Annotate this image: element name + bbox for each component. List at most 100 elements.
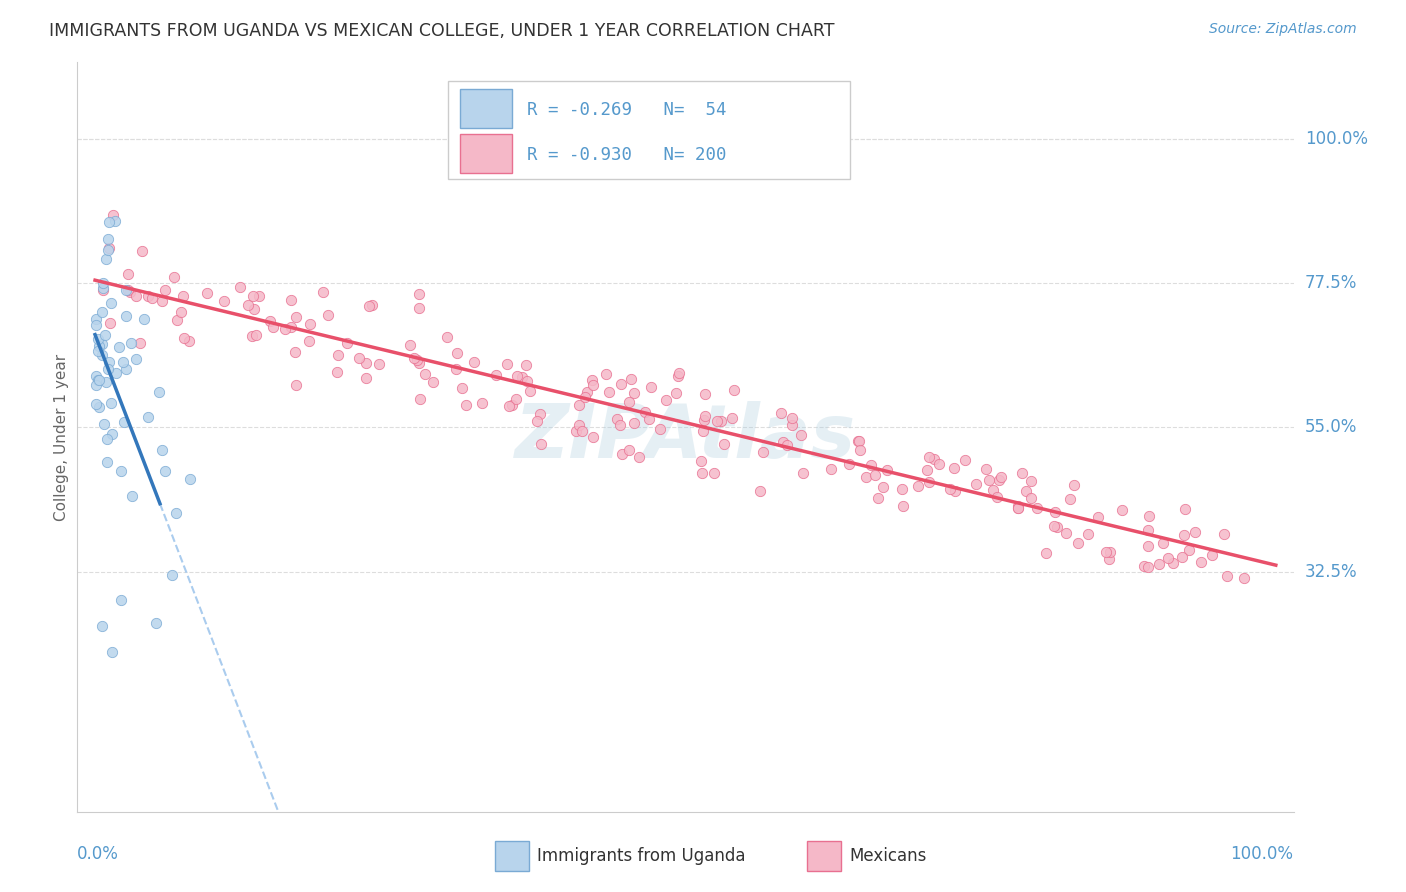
Point <box>1035 546 1057 560</box>
Y-axis label: College, Under 1 year: College, Under 1 year <box>53 353 69 521</box>
Point <box>87 332 110 346</box>
Point <box>1098 552 1121 566</box>
Point <box>692 466 714 480</box>
Point <box>87 339 110 353</box>
Point <box>891 482 914 496</box>
Point <box>706 414 728 428</box>
Point <box>848 434 870 448</box>
Point <box>974 462 997 476</box>
FancyBboxPatch shape <box>460 134 512 172</box>
Point <box>172 289 194 303</box>
Point <box>620 371 643 385</box>
Point <box>666 368 689 383</box>
Text: 100.0%: 100.0% <box>1305 130 1368 148</box>
Text: Immigrants from Uganda: Immigrants from Uganda <box>537 847 745 865</box>
Point <box>104 366 127 380</box>
Point <box>506 368 529 383</box>
Point <box>262 319 284 334</box>
Point <box>84 396 107 410</box>
Point <box>530 436 553 450</box>
Point <box>284 344 307 359</box>
Point <box>94 252 117 266</box>
Point <box>751 444 773 458</box>
Point <box>179 472 201 486</box>
Point <box>84 312 107 326</box>
Point <box>446 346 468 360</box>
Point <box>91 619 114 633</box>
Point <box>749 483 772 498</box>
Point <box>943 483 966 498</box>
Point <box>775 438 797 452</box>
Point <box>150 294 173 309</box>
Point <box>298 317 321 331</box>
Point <box>104 214 127 228</box>
Point <box>90 337 112 351</box>
Point <box>134 311 156 326</box>
Point <box>838 457 860 471</box>
Point <box>628 450 651 464</box>
Point <box>91 305 114 319</box>
Point <box>326 365 349 379</box>
Point <box>1054 525 1077 540</box>
Point <box>505 392 527 406</box>
Text: Source: ZipAtlas.com: Source: ZipAtlas.com <box>1209 22 1357 37</box>
Point <box>891 499 914 513</box>
Point <box>918 475 941 490</box>
Point <box>285 377 308 392</box>
Point <box>565 425 588 439</box>
Point <box>721 410 744 425</box>
FancyBboxPatch shape <box>460 88 512 128</box>
Point <box>245 327 267 342</box>
Point <box>1063 478 1085 492</box>
Point <box>529 407 551 421</box>
Point <box>120 336 142 351</box>
Text: ZIPAtlas: ZIPAtlas <box>515 401 856 474</box>
Point <box>772 434 794 449</box>
Text: R = -0.930   N= 200: R = -0.930 N= 200 <box>527 145 727 163</box>
Point <box>454 398 477 412</box>
Point <box>623 385 645 400</box>
Point <box>922 451 945 466</box>
Point <box>501 398 523 412</box>
Point <box>280 293 302 307</box>
Point <box>693 386 716 401</box>
Point <box>1076 527 1098 541</box>
Point <box>357 299 380 313</box>
Point <box>100 316 122 330</box>
Point <box>1137 523 1160 537</box>
Point <box>96 455 118 469</box>
Point <box>94 327 117 342</box>
Point <box>485 368 508 382</box>
Point <box>1136 560 1159 574</box>
Point <box>928 457 950 471</box>
Point <box>915 463 938 477</box>
Point <box>1233 571 1256 585</box>
Point <box>165 506 187 520</box>
Point <box>623 416 645 430</box>
Point <box>723 383 745 397</box>
Point <box>703 466 725 480</box>
Point <box>242 288 264 302</box>
Point <box>689 454 711 468</box>
Point <box>568 417 591 432</box>
Text: 77.5%: 77.5% <box>1305 275 1357 293</box>
Point <box>595 367 617 381</box>
Point <box>1015 483 1038 498</box>
Point <box>318 308 340 322</box>
Point <box>101 427 124 442</box>
Point <box>274 322 297 336</box>
Point <box>97 361 120 376</box>
Point <box>966 476 988 491</box>
Point <box>981 483 1004 497</box>
Point <box>311 285 333 299</box>
Point <box>938 482 960 496</box>
Point <box>665 386 688 401</box>
Point <box>1025 500 1047 515</box>
Point <box>336 336 359 351</box>
Point <box>84 318 107 332</box>
Point <box>907 479 929 493</box>
Point <box>860 458 883 472</box>
Point <box>471 396 494 410</box>
Text: 32.5%: 32.5% <box>1305 563 1357 581</box>
Point <box>1111 503 1133 517</box>
